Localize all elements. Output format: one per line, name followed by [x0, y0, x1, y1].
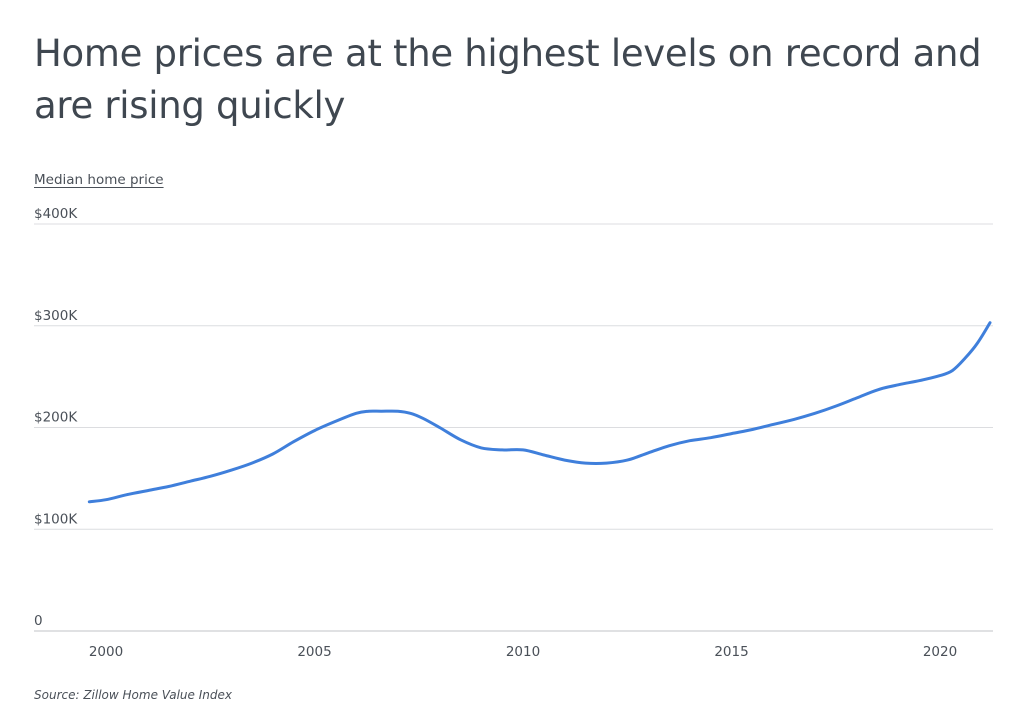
gridlines	[34, 223, 993, 632]
series-line-median-home-price	[87, 321, 992, 504]
x-tick-label: 2020	[923, 644, 957, 660]
y-tick-label: $300K	[34, 308, 78, 324]
y-tick-label: $200K	[34, 410, 78, 426]
source-note: Source: Zillow Home Value Index	[34, 688, 232, 702]
chart-title: Home prices are at the highest levels on…	[34, 32, 982, 127]
y-tick-label: $100K	[34, 511, 78, 527]
y-tick-labels: 0 $100K $200K $300K $400K	[34, 206, 78, 629]
y-tick-label: $400K	[34, 206, 78, 222]
x-tick-label: 2005	[297, 644, 331, 660]
x-tick-labels: 2000 2005 2010 2015 2020	[89, 644, 957, 660]
y-tick-label: 0	[34, 613, 43, 629]
x-tick-label: 2010	[506, 644, 540, 660]
y-axis-label: Median home price	[34, 172, 164, 188]
x-tick-label: 2015	[714, 644, 748, 660]
x-tick-label: 2000	[89, 644, 123, 660]
